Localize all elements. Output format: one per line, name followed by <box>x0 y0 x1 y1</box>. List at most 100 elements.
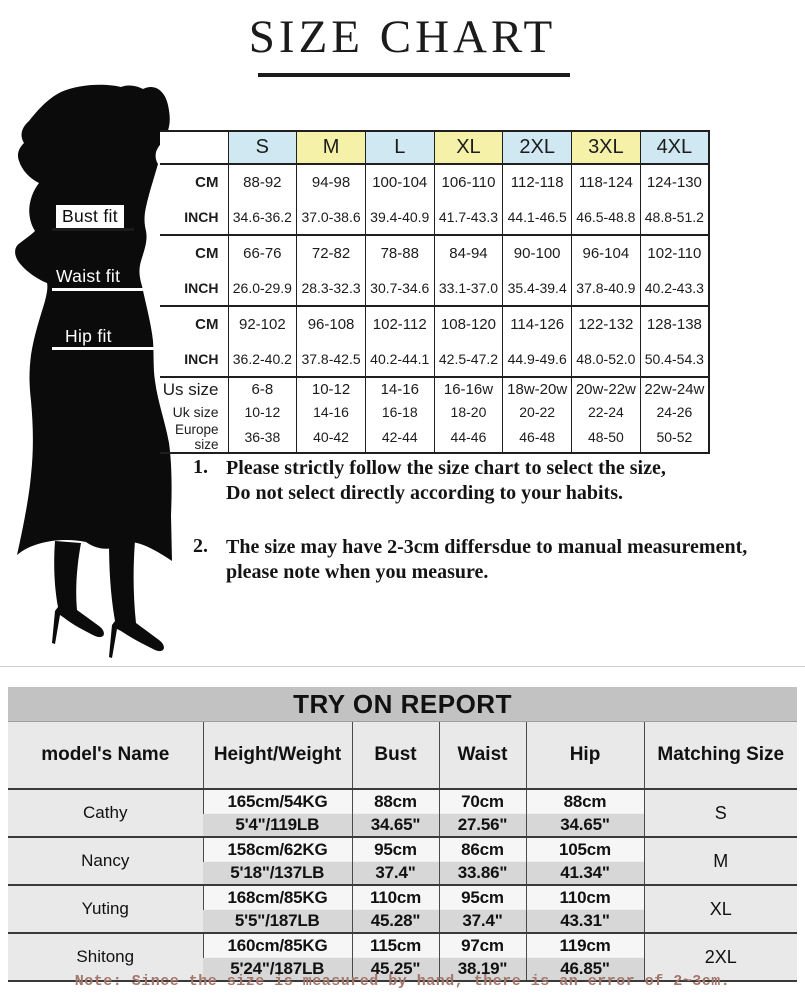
waist-cm-value: 102-110 <box>639 234 710 271</box>
waist-cm-value: 66-76 <box>227 234 297 271</box>
matching-size: 2XL <box>643 932 798 981</box>
waist-cm-value: 96-104 <box>571 234 641 271</box>
try-on-column-5: Matching Size <box>643 721 798 790</box>
bust-cm-value: 112-118 <box>502 163 572 200</box>
metric-value: 88cm <box>525 788 644 814</box>
hip-inch-row: INCH 36.2-40.2 37.8-42.5 40.2-44.1 42.5-47.2… <box>160 342 710 377</box>
try-on-column-1: Height/Weight <box>202 721 352 790</box>
model-row-imperial: 5'18"/137LB 37.4" 33.86" 41.34" <box>8 861 797 885</box>
hip-cm-value: 122-132 <box>571 305 641 342</box>
bust-inch-value: 41.7-43.3 <box>433 200 503 235</box>
try-on-column-4: Hip <box>525 721 644 790</box>
imperial-value: 46.85" <box>525 957 644 981</box>
waist-inch-label: INCH <box>184 280 219 296</box>
matching-size: M <box>643 836 798 885</box>
bust-inch-value: 48.8-51.2 <box>639 200 710 235</box>
metric-value: 110cm <box>525 884 644 910</box>
imperial-value: 34.65" <box>525 813 644 837</box>
metric-value: 97cm <box>438 932 526 958</box>
size-table-body: CM 88-92 94-98 100-104 106-110 112-118 118-124… <box>160 163 710 453</box>
hip-cm-value: 114-126 <box>502 305 572 342</box>
note-2-line-2: please note when you measure. <box>226 561 489 583</box>
model-name: Cathy <box>8 788 203 837</box>
region-size-value: 48-50 <box>571 422 641 453</box>
imperial-value: 34.65" <box>351 813 439 837</box>
waist-inch-value: 26.0-29.9 <box>227 271 297 306</box>
imperial-value: 5'24"/187LB <box>203 957 352 981</box>
region-size-value: 18w-20w <box>502 376 572 401</box>
bust-inch-value: 44.1-46.5 <box>502 200 572 235</box>
hip-cm-value: 96-108 <box>296 305 366 342</box>
metric-value: 158cm/62KG <box>202 836 352 862</box>
imperial-value: 5'18"/137LB <box>203 861 352 885</box>
bust-inch-value: 37.0-38.6 <box>296 200 366 235</box>
try-on-header-row: model's Name Height/Weight Bust Waist Hip Mat… <box>8 721 798 790</box>
imperial-value: 45.25" <box>351 957 439 981</box>
matching-size: S <box>643 788 798 837</box>
bust-fit-line <box>52 228 134 231</box>
imperial-value: 37.4" <box>438 909 526 933</box>
model-name: Nancy <box>8 836 203 885</box>
bust-inch-row: INCH 34.6-36.2 37.0-38.6 39.4-40.9 41.7-43.3… <box>160 200 710 235</box>
model-row-imperial: 5'5"/187LB 45.28" 37.4" 43.31" <box>8 909 797 933</box>
imperial-value: 37.4" <box>351 861 439 885</box>
hip-cm-value: 108-120 <box>433 305 503 342</box>
bust-cm-row: CM 88-92 94-98 100-104 106-110 112-118 118-124… <box>160 163 710 200</box>
bust-inch-value: 46.5-48.8 <box>571 200 641 235</box>
region-size-value: 44-46 <box>433 422 503 453</box>
region-size-value: 14-16 <box>296 401 366 422</box>
bust-inch-value: 39.4-40.9 <box>364 200 435 235</box>
metric-value: 86cm <box>438 836 526 862</box>
bust-inch-label: INCH <box>184 209 219 225</box>
try-on-column-2: Bust <box>351 721 439 790</box>
model-name: Yuting <box>8 884 203 933</box>
metric-value: 160cm/85KG <box>202 932 352 958</box>
metric-value: 88cm <box>351 788 439 814</box>
region-size-value: 20w-22w <box>571 376 641 401</box>
size-header-row: S M L XL 2XL 3XL 4XL <box>160 130 710 165</box>
metric-value: 105cm <box>525 836 644 862</box>
bust-cm-value: 94-98 <box>296 163 366 200</box>
imperial-value: 5'5"/187LB <box>203 909 352 933</box>
hip-cm-value: 128-138 <box>639 305 710 342</box>
imperial-value: 43.31" <box>525 909 644 933</box>
note-2-number: 2. <box>193 535 208 557</box>
waist-cm-row: CM 66-76 72-82 78-88 84-94 90-100 96-104 102-11… <box>160 234 710 271</box>
size-header-l: L <box>364 130 435 165</box>
model-row-metric: Shitong 160cm/85KG 115cm 97cm 119cm 2XL <box>8 932 798 981</box>
imperial-value: 38.19" <box>438 957 526 981</box>
metric-value: 119cm <box>525 932 644 958</box>
region-size-value: 42-44 <box>364 422 435 453</box>
waist-inch-value: 33.1-37.0 <box>433 271 503 306</box>
hip-cm-value: 92-102 <box>227 305 297 342</box>
model-row-metric: Nancy 158cm/62KG 95cm 86cm 105cm M <box>8 836 798 885</box>
note-2: 2. The size may have 2-3cm differsdue to… <box>193 535 799 585</box>
try-on-title-row: TRY ON REPORT <box>8 687 798 722</box>
imperial-value: 5'4"/119LB <box>203 813 352 837</box>
region-size-value: 22w-24w <box>639 376 710 401</box>
size-header-m: M <box>296 130 366 165</box>
bust-cm-value: 100-104 <box>364 163 435 200</box>
bust-cm-value: 88-92 <box>227 163 297 200</box>
metric-value: 95cm <box>438 884 526 910</box>
hip-inch-value: 50.4-54.3 <box>639 342 710 377</box>
hip-cm-value: 102-112 <box>364 305 435 342</box>
metric-value: 168cm/85KG <box>202 884 352 910</box>
hip-fit-label: Hip fit <box>65 326 112 346</box>
region-size-value: 18-20 <box>433 401 503 422</box>
region-size-value: 10-12 <box>296 376 366 401</box>
region-size-value: 24-26 <box>639 401 710 422</box>
bust-fit-label: Bust fit <box>56 205 124 228</box>
region-size-value: 6-8 <box>227 376 297 401</box>
bust-cm-value: 124-130 <box>639 163 710 200</box>
size-header-s: S <box>227 130 297 165</box>
uk-size-label: Uk size <box>172 403 219 420</box>
waist-fit-line <box>52 288 154 291</box>
hip-inch-value: 42.5-47.2 <box>433 342 503 377</box>
metric-value: 110cm <box>351 884 439 910</box>
hip-inch-value: 40.2-44.1 <box>364 342 435 377</box>
waist-cm-value: 84-94 <box>433 234 503 271</box>
measurement-error-note: Note: Since the size is measured by hand… <box>74 973 731 990</box>
woman-silhouette-image <box>15 84 173 658</box>
